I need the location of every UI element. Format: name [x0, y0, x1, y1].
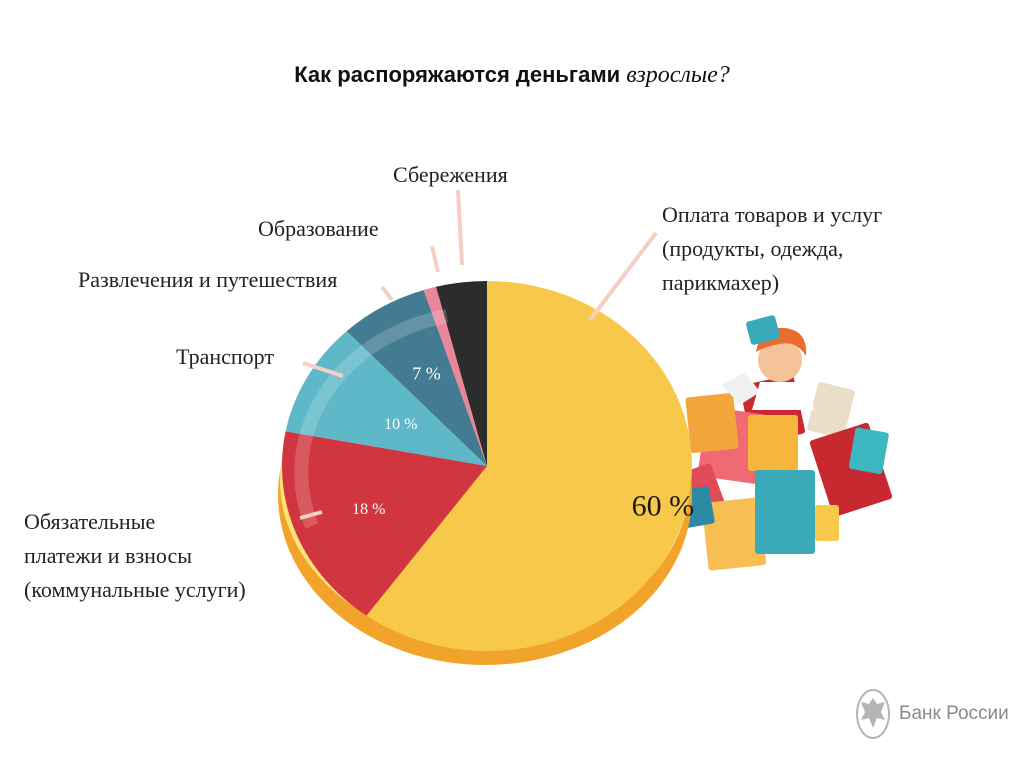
leader-transport	[302, 361, 344, 378]
slice-value-label: 60 %	[632, 489, 695, 522]
pie-slices	[281, 281, 692, 651]
label-mandatory-line-3: (коммунальные услуги)	[24, 577, 246, 602]
label-savings: Сбережения	[393, 162, 508, 187]
pie-slice	[366, 281, 692, 651]
label-goods: Оплата товаров и услуг (продукты, одежда…	[662, 198, 882, 300]
pie-slice	[436, 281, 487, 466]
pie-slice	[346, 290, 487, 466]
bank-logo-text: Банк России	[899, 703, 1009, 724]
label-education: Образование	[258, 216, 379, 241]
leader-goods	[588, 231, 658, 322]
pie-slice	[285, 331, 487, 466]
label-goods-line-2: (продукты, одежда,	[662, 236, 844, 261]
coin-inner-highlight	[294, 309, 449, 529]
slice-value-label: 18 %	[352, 501, 385, 518]
leader-mandatory	[299, 510, 323, 520]
eagle-emblem-icon	[856, 689, 890, 739]
leader-entertainment	[380, 285, 394, 302]
label-goods-line-3: парикмахер)	[662, 270, 780, 295]
leader-savings	[456, 189, 464, 266]
bank-logo: Банк России	[855, 688, 1009, 740]
shopping-bags-illustration	[662, 315, 893, 571]
title-bold: Как распоряжаются деньгами	[294, 62, 621, 87]
slice-value-labels: 60 % 18 % 10 % 7 %	[352, 364, 694, 523]
label-mandatory-line-2: платежи и взносы	[24, 543, 193, 568]
pie-slice	[423, 286, 487, 466]
label-mandatory: Обязательные платежи и взносы (коммуналь…	[24, 505, 246, 607]
slice-value-label: 10 %	[384, 416, 417, 433]
leader-education	[430, 245, 440, 273]
leader-lines	[299, 189, 658, 520]
title-italic: взрослые?	[626, 62, 730, 88]
label-entertainment: Развлечения и путешествия	[78, 267, 338, 292]
pie-slice	[281, 431, 487, 616]
chart-title: Как распоряжаются деньгами взрослые?	[0, 62, 1024, 89]
label-transport: Транспорт	[176, 344, 275, 369]
label-mandatory-line-1: Обязательные	[24, 509, 156, 534]
label-goods-line-1: Оплата товаров и услуг	[662, 202, 883, 227]
slice-value-label: 7 %	[412, 364, 441, 384]
